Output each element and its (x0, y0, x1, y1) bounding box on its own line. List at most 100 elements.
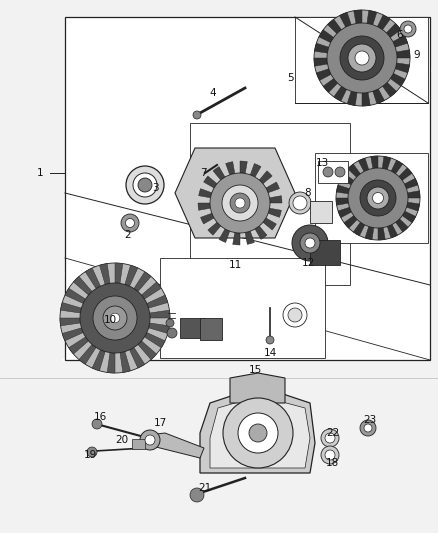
Circle shape (210, 173, 270, 233)
Circle shape (360, 180, 396, 216)
Circle shape (145, 435, 155, 445)
Circle shape (249, 424, 267, 442)
Circle shape (223, 398, 293, 468)
Polygon shape (365, 227, 374, 239)
Circle shape (300, 233, 320, 253)
Polygon shape (107, 353, 115, 373)
Text: 16: 16 (93, 412, 106, 422)
Circle shape (235, 198, 245, 208)
Circle shape (92, 419, 102, 429)
Bar (295, 17, 428, 103)
Polygon shape (399, 168, 412, 180)
Polygon shape (393, 36, 408, 47)
Polygon shape (344, 216, 357, 228)
Polygon shape (319, 30, 334, 43)
Polygon shape (396, 219, 408, 232)
Polygon shape (175, 148, 295, 238)
Polygon shape (382, 83, 396, 97)
Circle shape (348, 168, 408, 228)
Polygon shape (204, 176, 217, 188)
Circle shape (323, 167, 333, 177)
Bar (180, 318, 205, 338)
Polygon shape (85, 268, 100, 288)
Polygon shape (65, 288, 85, 303)
Circle shape (110, 313, 120, 323)
Polygon shape (141, 282, 161, 299)
Circle shape (60, 263, 170, 373)
Polygon shape (323, 78, 338, 92)
Circle shape (140, 430, 160, 450)
Polygon shape (406, 202, 420, 211)
Bar (310, 201, 332, 223)
Circle shape (335, 167, 345, 177)
Text: 9: 9 (413, 50, 420, 60)
Circle shape (364, 424, 372, 432)
Polygon shape (328, 19, 342, 34)
Polygon shape (340, 173, 354, 185)
Polygon shape (219, 229, 230, 243)
Circle shape (93, 296, 137, 340)
Polygon shape (395, 63, 410, 73)
Polygon shape (115, 263, 123, 284)
Polygon shape (378, 228, 385, 240)
Polygon shape (120, 352, 131, 373)
Polygon shape (208, 222, 221, 235)
Polygon shape (266, 182, 279, 193)
Polygon shape (382, 156, 391, 169)
Polygon shape (125, 265, 138, 286)
Ellipse shape (138, 178, 152, 192)
Circle shape (348, 44, 376, 72)
Polygon shape (201, 213, 214, 224)
Text: 22: 22 (326, 428, 339, 438)
Polygon shape (390, 74, 405, 86)
Polygon shape (190, 123, 350, 285)
Text: 2: 2 (125, 230, 131, 240)
Polygon shape (145, 333, 165, 348)
Polygon shape (213, 167, 225, 180)
Circle shape (222, 185, 258, 221)
Circle shape (360, 420, 376, 436)
Polygon shape (334, 86, 346, 101)
Text: 17: 17 (153, 418, 166, 428)
Polygon shape (130, 348, 145, 368)
Text: 3: 3 (152, 183, 158, 193)
Text: 18: 18 (325, 458, 339, 468)
Polygon shape (69, 337, 88, 354)
Circle shape (193, 111, 201, 119)
Polygon shape (268, 208, 281, 217)
Polygon shape (92, 350, 105, 371)
Text: 6: 6 (397, 30, 403, 40)
Circle shape (121, 214, 139, 232)
Ellipse shape (293, 196, 307, 210)
Polygon shape (200, 393, 315, 473)
Text: 15: 15 (248, 365, 261, 375)
Circle shape (292, 225, 328, 261)
Circle shape (340, 36, 384, 80)
Circle shape (336, 156, 420, 240)
Circle shape (325, 433, 335, 443)
Polygon shape (210, 400, 310, 468)
Polygon shape (336, 185, 350, 194)
Text: 19: 19 (83, 450, 97, 460)
Polygon shape (347, 91, 357, 106)
Polygon shape (362, 93, 370, 106)
Polygon shape (396, 50, 410, 58)
Circle shape (305, 238, 315, 248)
Polygon shape (199, 189, 212, 198)
Polygon shape (314, 58, 328, 66)
Text: 20: 20 (116, 435, 129, 445)
Circle shape (87, 447, 97, 457)
Polygon shape (62, 328, 83, 341)
Bar (65, 17, 430, 360)
Polygon shape (60, 318, 80, 326)
Ellipse shape (126, 166, 164, 204)
Polygon shape (134, 272, 151, 292)
Text: 14: 14 (263, 348, 277, 358)
Text: 12: 12 (301, 258, 314, 268)
Polygon shape (60, 303, 81, 313)
Bar (315, 153, 428, 243)
Text: 11: 11 (228, 260, 242, 270)
Polygon shape (150, 310, 170, 318)
Circle shape (327, 23, 397, 93)
Polygon shape (386, 23, 401, 37)
